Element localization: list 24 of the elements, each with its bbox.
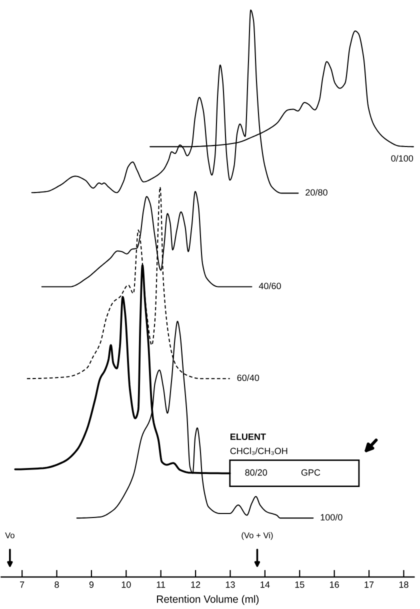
x-tick-label: 12 [191, 581, 200, 588]
series-label: 0/100 [391, 154, 414, 162]
x-tick-label: 13 [226, 581, 235, 588]
x-tick-label: 14 [260, 582, 270, 588]
x-tick-label: 10 [122, 581, 131, 588]
x-tick-label: 8 [54, 581, 59, 588]
x-tick-label: 15 [295, 582, 304, 588]
series-label: 80/20 [245, 469, 268, 476]
annotation: CHCl₃/CH₃OH [230, 448, 288, 455]
series-label: 60/40 [237, 374, 260, 382]
x-tick-label: 16 [330, 581, 339, 588]
x-tick-label: 11 [156, 582, 166, 588]
x-tick-label: 17 [364, 582, 374, 588]
annotation: GPC [301, 469, 320, 476]
series-label: 40/60 [258, 282, 281, 290]
x-tick-label: 9 [89, 581, 94, 588]
x-tick-label: 18 [399, 581, 408, 588]
annotation: Vo [5, 532, 14, 538]
series-label: 20/80 [306, 188, 328, 196]
x-tick-label: 7 [20, 582, 24, 588]
x-axis-title: Retention Volume (ml) [157, 595, 259, 605]
series-label: 100/0 [320, 514, 342, 520]
annotation: ELUENT [230, 434, 266, 440]
annotation: (Vo + Vi) [242, 532, 273, 540]
